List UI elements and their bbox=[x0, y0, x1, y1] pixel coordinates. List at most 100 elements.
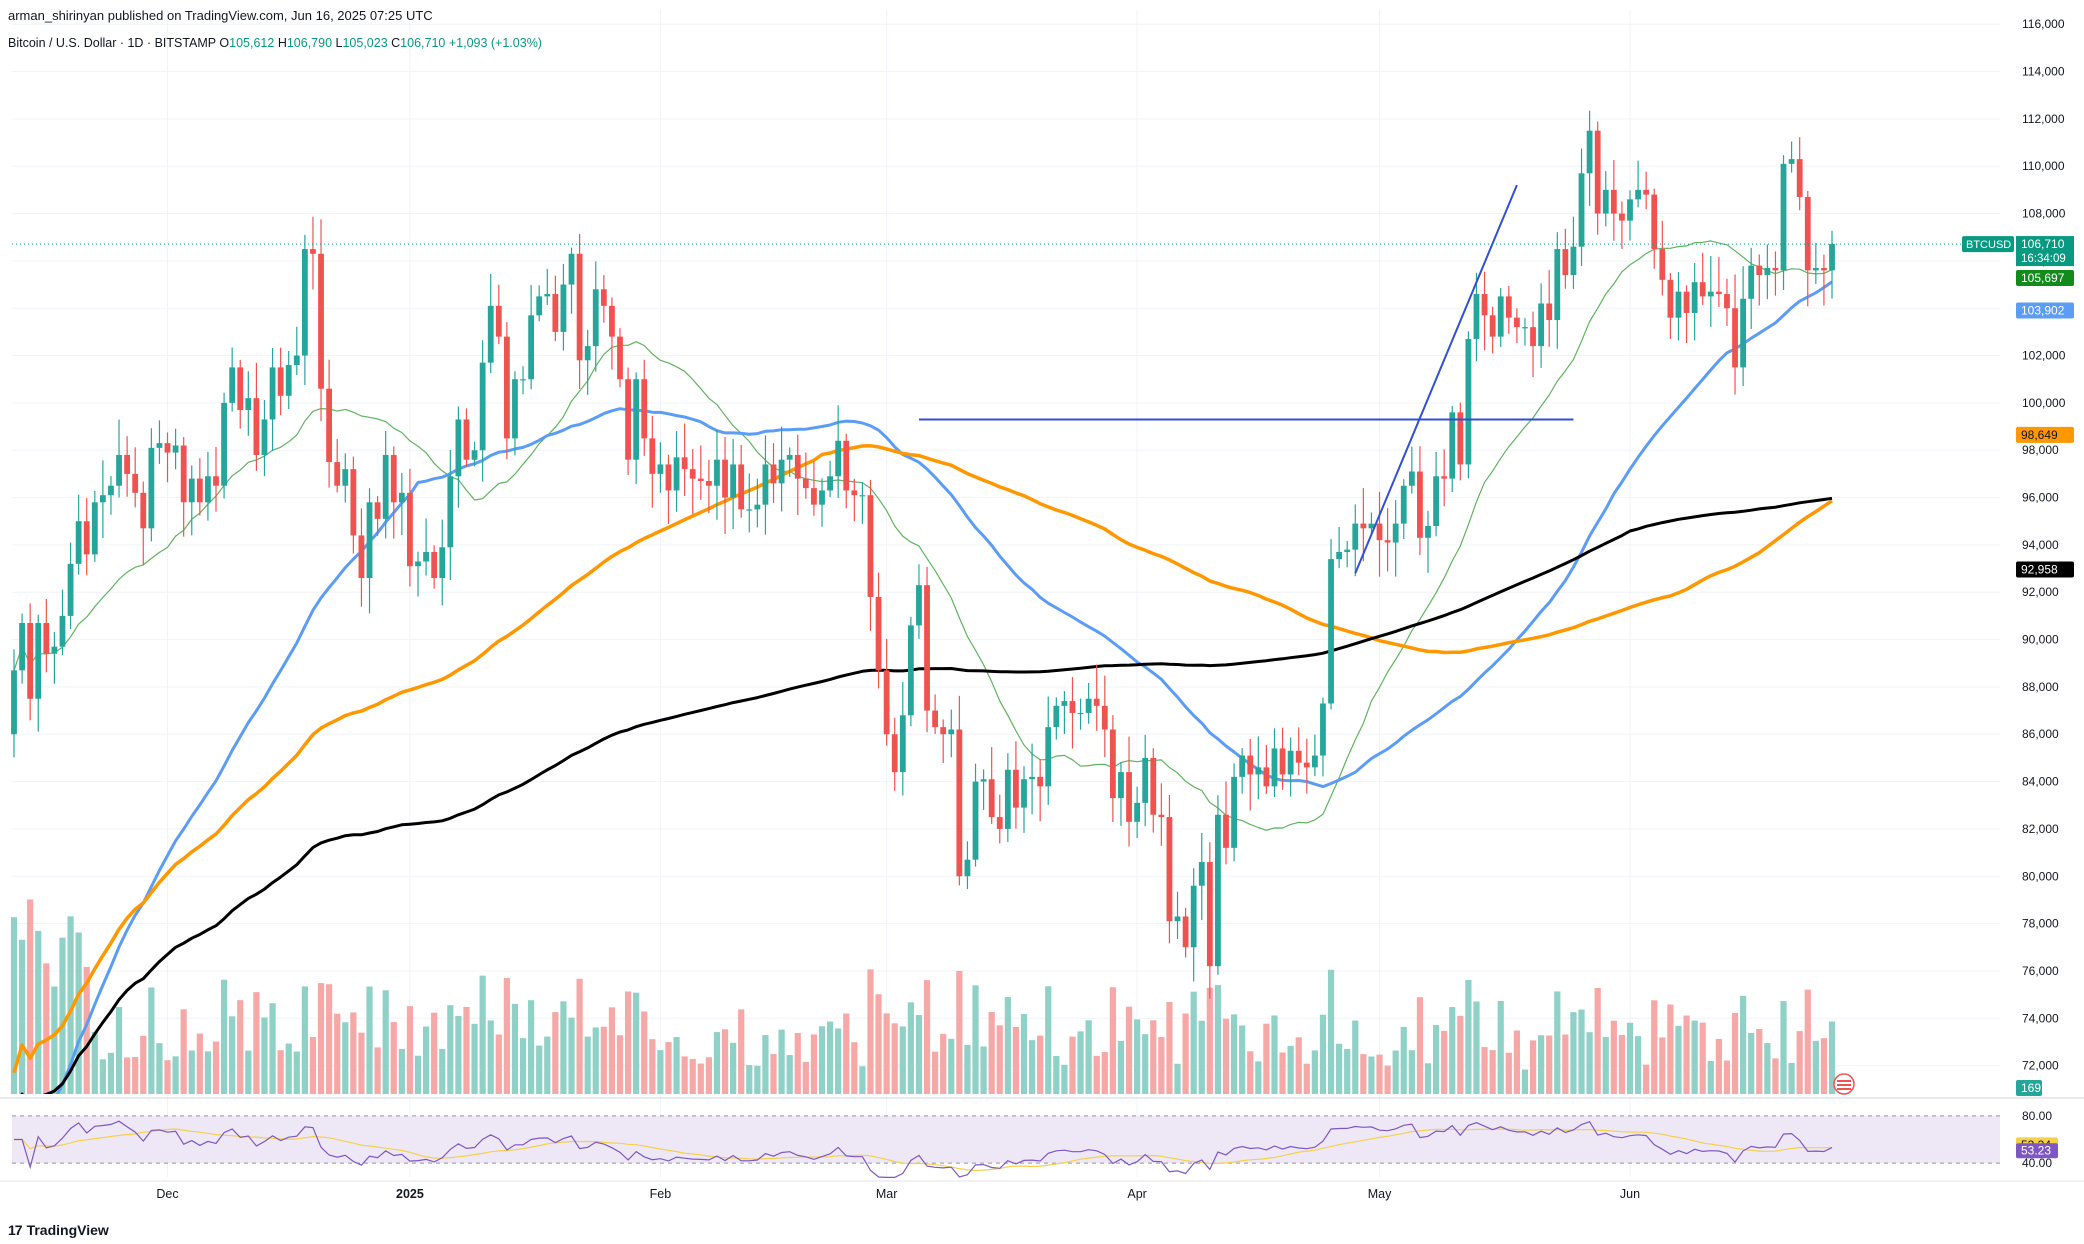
volume-bar bbox=[91, 1032, 98, 1094]
symbol-title: Bitcoin / U.S. Dollar · 1D · BITSTAMP bbox=[8, 36, 216, 50]
candle bbox=[455, 419, 462, 477]
volume-bar bbox=[1392, 1050, 1399, 1094]
candle bbox=[867, 495, 874, 597]
candle bbox=[544, 294, 551, 297]
volume-bar bbox=[99, 1059, 106, 1094]
ma-tag-ma50: 103,902 bbox=[2021, 304, 2065, 318]
candle bbox=[536, 296, 543, 316]
candle bbox=[1772, 267, 1779, 271]
volume-bar bbox=[770, 1054, 777, 1094]
candle bbox=[1336, 552, 1343, 560]
volume-bar bbox=[261, 1017, 268, 1094]
volume-bar bbox=[479, 975, 486, 1094]
volume-bar bbox=[519, 1038, 527, 1094]
candle bbox=[770, 464, 777, 484]
volume-bar bbox=[1020, 1014, 1028, 1094]
volume-bar bbox=[1101, 1051, 1108, 1094]
volume-bar bbox=[859, 1066, 866, 1094]
volume-bar bbox=[1586, 1032, 1593, 1094]
price-tick-label: 92,000 bbox=[2022, 585, 2059, 599]
price-tick-label: 110,000 bbox=[2022, 159, 2065, 173]
publish-info: arman_shirinyan published on TradingView… bbox=[8, 8, 433, 23]
candle bbox=[1408, 471, 1415, 486]
time-tick-label: 2025 bbox=[396, 1187, 424, 1201]
volume-tag: 169 bbox=[2021, 1081, 2041, 1095]
volume-bar bbox=[1327, 969, 1335, 1094]
volume-bar bbox=[115, 1007, 123, 1094]
time-tick-label: Dec bbox=[156, 1187, 178, 1201]
volume-bar bbox=[1699, 1022, 1706, 1094]
candle bbox=[625, 379, 631, 460]
candle bbox=[940, 727, 947, 735]
volume-bar bbox=[1239, 1025, 1246, 1094]
candle bbox=[390, 454, 397, 503]
price-tick-label: 96,000 bbox=[2022, 491, 2059, 505]
candle bbox=[802, 478, 809, 489]
volume-bar bbox=[810, 1034, 818, 1094]
volume-bar bbox=[1037, 1035, 1044, 1094]
candle bbox=[67, 563, 74, 616]
volume-bar bbox=[374, 1047, 381, 1094]
volume-bar bbox=[907, 1002, 914, 1094]
candle bbox=[374, 502, 381, 519]
candle bbox=[156, 443, 163, 448]
volume-bar bbox=[721, 1029, 729, 1094]
chart-annotations[interactable] bbox=[12, 184, 2000, 574]
rsi-upper-label: 80.00 bbox=[2022, 1109, 2052, 1123]
ma-tag-ma20-bg bbox=[2016, 270, 2074, 287]
candle bbox=[657, 464, 664, 474]
candle bbox=[794, 454, 801, 479]
candle bbox=[1457, 412, 1464, 465]
candle bbox=[342, 469, 349, 486]
symbol-legend[interactable]: Bitcoin / U.S. Dollar · 1D · BITSTAMP O1… bbox=[8, 36, 542, 50]
volume-bar bbox=[1045, 986, 1052, 1094]
candle bbox=[407, 492, 413, 567]
volume-bar bbox=[196, 1033, 203, 1094]
volume-bar bbox=[1255, 1061, 1262, 1094]
volume-bar bbox=[1788, 1062, 1795, 1094]
volume-bar bbox=[786, 1055, 793, 1094]
candle bbox=[1287, 750, 1294, 775]
volume-bar bbox=[1117, 1040, 1125, 1094]
last-price-tag-bg bbox=[2016, 236, 2074, 267]
ma-tag-ma50-bg bbox=[2016, 302, 2074, 319]
tradingview-logo[interactable]: 17 TradingView bbox=[8, 1222, 109, 1238]
volume-bar bbox=[455, 1015, 462, 1094]
price-axis[interactable]: 72,000 74,000 76,000 78,000 80,000 82,000 84,0… bbox=[2022, 17, 2066, 1170]
volume-bar bbox=[350, 1012, 357, 1094]
price-tick-label: 94,000 bbox=[2022, 538, 2059, 552]
time-tick-label: Feb bbox=[650, 1187, 672, 1201]
ma-100-line bbox=[12, 444, 1833, 1074]
volume-bar bbox=[317, 983, 325, 1094]
ma-20-line bbox=[13, 240, 1833, 831]
candle bbox=[1344, 549, 1351, 552]
candle bbox=[722, 459, 728, 498]
candle bbox=[487, 305, 494, 363]
volume-bar bbox=[923, 980, 931, 1094]
volume-bar bbox=[624, 991, 632, 1094]
symbol-tag: BTCUSD bbox=[1966, 239, 2011, 251]
time-tick-label: Apr bbox=[1127, 1187, 1146, 1201]
volume-bar bbox=[1796, 1031, 1803, 1094]
price-tick-label: 82,000 bbox=[2022, 822, 2059, 836]
time-axis[interactable]: Dec 2025 Feb Mar Apr May Jun bbox=[156, 1187, 1640, 1201]
candle bbox=[875, 596, 882, 671]
candle bbox=[1126, 772, 1132, 822]
candle bbox=[730, 464, 737, 498]
ma-tag-ma200-bg bbox=[2016, 561, 2074, 578]
candle bbox=[592, 289, 599, 347]
price-labels: BTCUSD 106,710 16:34:09 105,697 103,902 98,64… bbox=[1833, 236, 2074, 1159]
volume-bar bbox=[511, 1003, 519, 1094]
moving-averages bbox=[12, 240, 1833, 1094]
candle bbox=[1109, 729, 1116, 799]
candle bbox=[1093, 698, 1100, 706]
volume-bar bbox=[915, 1015, 923, 1094]
candle bbox=[398, 492, 405, 503]
ohlc-low-label: L bbox=[335, 36, 343, 50]
volume-bar bbox=[1651, 1000, 1658, 1094]
candle bbox=[956, 729, 963, 877]
candle bbox=[1223, 814, 1229, 848]
candle bbox=[1029, 776, 1035, 780]
rsi-pane bbox=[12, 1115, 2000, 1178]
